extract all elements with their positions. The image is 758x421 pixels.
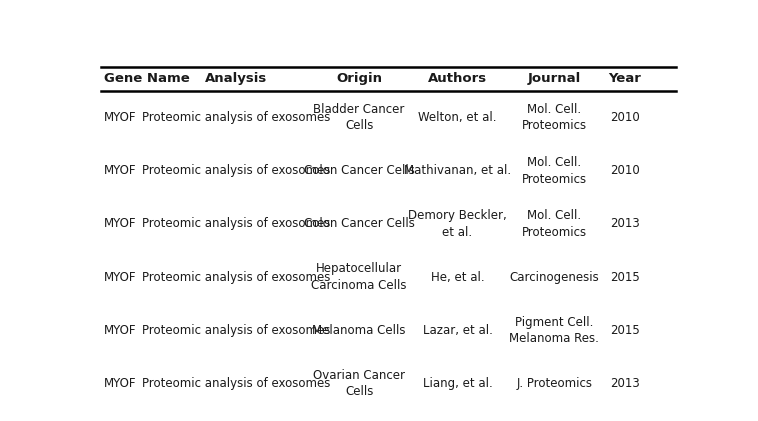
Text: 2015: 2015 [610, 271, 640, 284]
Text: MYOF: MYOF [104, 218, 136, 230]
Text: Proteomic analysis of exosomes: Proteomic analysis of exosomes [142, 324, 330, 337]
Text: Proteomic analysis of exosomes: Proteomic analysis of exosomes [142, 111, 330, 124]
Text: Melanoma Cells: Melanoma Cells [312, 324, 406, 337]
Text: Mol. Cell.
Proteomics: Mol. Cell. Proteomics [522, 103, 587, 132]
Text: Gene Name: Gene Name [104, 72, 190, 85]
Text: Colon Cancer Cells: Colon Cancer Cells [304, 164, 415, 177]
Text: 2015: 2015 [610, 324, 640, 337]
Text: 2013: 2013 [610, 377, 640, 390]
Text: Year: Year [609, 72, 641, 85]
Text: Analysis: Analysis [205, 72, 267, 85]
Text: He, et al.: He, et al. [431, 271, 484, 284]
Text: MYOF: MYOF [104, 324, 136, 337]
Text: 2010: 2010 [610, 111, 640, 124]
Text: Proteomic analysis of exosomes: Proteomic analysis of exosomes [142, 271, 330, 284]
Text: Mathivanan, et al.: Mathivanan, et al. [404, 164, 511, 177]
Text: MYOF: MYOF [104, 377, 136, 390]
Text: 2013: 2013 [610, 218, 640, 230]
Text: MYOF: MYOF [104, 111, 136, 124]
Text: Origin: Origin [336, 72, 382, 85]
Text: Bladder Cancer
Cells: Bladder Cancer Cells [313, 103, 405, 132]
Text: Proteomic analysis of exosomes: Proteomic analysis of exosomes [142, 164, 330, 177]
Text: 2010: 2010 [610, 164, 640, 177]
Text: Colon Cancer Cells: Colon Cancer Cells [304, 218, 415, 230]
Text: Ovarian Cancer
Cells: Ovarian Cancer Cells [313, 369, 405, 398]
Text: Mol. Cell.
Proteomics: Mol. Cell. Proteomics [522, 156, 587, 186]
Text: Carcinogenesis: Carcinogenesis [509, 271, 600, 284]
Text: Lazar, et al.: Lazar, et al. [422, 324, 493, 337]
Text: Pigment Cell.
Melanoma Res.: Pigment Cell. Melanoma Res. [509, 315, 600, 345]
Text: Journal: Journal [528, 72, 581, 85]
Text: Demory Beckler,
et al.: Demory Beckler, et al. [408, 209, 507, 239]
Text: MYOF: MYOF [104, 271, 136, 284]
Text: Proteomic analysis of exosomes: Proteomic analysis of exosomes [142, 377, 330, 390]
Text: Welton, et al.: Welton, et al. [418, 111, 496, 124]
Text: MYOF: MYOF [104, 164, 136, 177]
Text: Liang, et al.: Liang, et al. [423, 377, 493, 390]
Text: J. Proteomics: J. Proteomics [516, 377, 593, 390]
Text: Mol. Cell.
Proteomics: Mol. Cell. Proteomics [522, 209, 587, 239]
Text: Authors: Authors [428, 72, 487, 85]
Text: Proteomic analysis of exosomes: Proteomic analysis of exosomes [142, 218, 330, 230]
Text: Hepatocellular
Carcinoma Cells: Hepatocellular Carcinoma Cells [312, 262, 407, 292]
